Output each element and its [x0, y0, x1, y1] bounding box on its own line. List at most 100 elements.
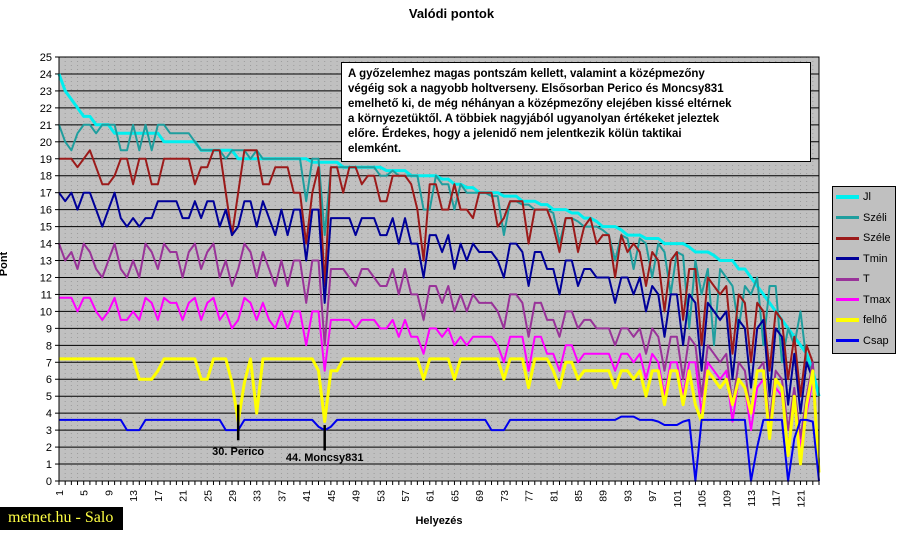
chart-title: Valódi pontok	[408, 6, 495, 21]
svg-text:11: 11	[41, 289, 52, 301]
x-axis: 1 5 9 13 17 21 25 29 33 37 41 45 49 53 57 61 65 69 73 77 81 8…	[54, 481, 820, 508]
series-line-Széle	[59, 149, 820, 473]
svg-text:1: 1	[54, 490, 66, 496]
svg-text:8: 8	[46, 340, 52, 352]
svg-text:14: 14	[40, 239, 52, 251]
svg-text:24: 24	[40, 69, 52, 81]
svg-text:9: 9	[103, 490, 115, 496]
svg-text:105: 105	[697, 490, 709, 508]
svg-text:9: 9	[46, 323, 52, 335]
legend-label: Széli	[863, 211, 887, 224]
legend-line-swatch	[836, 257, 859, 261]
svg-text:16: 16	[40, 205, 52, 217]
svg-text:10: 10	[40, 306, 52, 318]
series-line-T	[58, 242, 820, 473]
legend-label: Tmin	[863, 252, 888, 265]
legend-line-swatch	[836, 277, 859, 281]
svg-text:41: 41	[301, 490, 313, 502]
legend-line-swatch	[836, 318, 859, 323]
legend-item: Széle	[833, 228, 895, 249]
svg-text:1: 1	[46, 459, 52, 471]
svg-text:25: 25	[40, 52, 52, 64]
legend-line-swatch	[836, 236, 859, 240]
chart-legend: Jl Széli Széle Tmin T Tmax felhő Csap	[832, 186, 896, 354]
series-line-Széli	[58, 123, 820, 465]
svg-text:49: 49	[351, 490, 363, 502]
svg-text:13: 13	[128, 490, 140, 502]
svg-text:17: 17	[40, 188, 52, 200]
series-line-Tmax	[59, 296, 820, 473]
svg-text:18: 18	[40, 171, 52, 183]
svg-text:17: 17	[153, 490, 165, 502]
svg-text:97: 97	[647, 490, 659, 502]
legend-label: Széle	[863, 232, 891, 245]
svg-text:89: 89	[598, 490, 610, 502]
series-line-felhő	[59, 357, 821, 473]
legend-label: felhő	[863, 314, 887, 327]
svg-text:20: 20	[40, 137, 52, 149]
callout-label-perico: 30. Perico	[212, 446, 265, 458]
svg-text:21: 21	[178, 490, 190, 502]
svg-text:65: 65	[449, 490, 461, 502]
svg-text:0: 0	[46, 476, 52, 488]
svg-text:23: 23	[40, 86, 52, 98]
svg-text:29: 29	[227, 490, 239, 502]
legend-label: Csap	[863, 334, 889, 347]
svg-text:25: 25	[202, 490, 214, 502]
svg-text:53: 53	[375, 490, 387, 502]
svg-text:6: 6	[46, 374, 52, 386]
svg-text:13: 13	[40, 256, 52, 268]
svg-text:93: 93	[622, 490, 634, 502]
svg-text:77: 77	[524, 490, 536, 502]
callout-label-moncsy831: 44. Moncsy831	[285, 452, 364, 464]
svg-text:4: 4	[46, 408, 52, 420]
x-axis-title: Helyezés	[415, 515, 463, 527]
svg-text:21: 21	[40, 120, 52, 132]
svg-text:19: 19	[40, 154, 52, 166]
legend-line-swatch	[836, 216, 859, 220]
annotation-text-box: A győzelemhez magas pontszám kellett, va…	[341, 62, 811, 162]
svg-text:12: 12	[40, 272, 52, 284]
svg-text:15: 15	[40, 222, 52, 234]
svg-text:81: 81	[548, 490, 560, 502]
series-line-Jl	[57, 73, 821, 397]
svg-text:5: 5	[46, 391, 52, 403]
series-line-Tmin	[58, 191, 820, 465]
legend-label: T	[863, 273, 870, 286]
legend-line-swatch	[836, 195, 859, 200]
svg-text:33: 33	[252, 490, 264, 502]
svg-text:45: 45	[326, 490, 338, 502]
legend-item: Jl	[833, 187, 895, 208]
svg-text:3: 3	[46, 425, 52, 437]
plot-border	[58, 56, 820, 482]
svg-text:117: 117	[771, 490, 783, 507]
svg-text:101: 101	[672, 490, 684, 508]
legend-item: Csap	[833, 331, 895, 352]
legend-label: Jl	[863, 191, 871, 204]
legend-item: T	[833, 269, 895, 290]
svg-text:69: 69	[474, 490, 486, 502]
svg-text:61: 61	[425, 490, 437, 502]
legend-item: Tmin	[833, 249, 895, 270]
svg-text:7: 7	[46, 357, 52, 369]
watermark: metnet.hu - Salo	[0, 507, 124, 530]
svg-text:109: 109	[721, 490, 733, 508]
svg-text:5: 5	[79, 490, 91, 496]
svg-text:37: 37	[276, 490, 288, 502]
legend-line-swatch	[836, 298, 859, 302]
svg-text:113: 113	[746, 490, 758, 507]
legend-line-swatch	[836, 339, 859, 343]
legend-item: Tmax	[833, 290, 895, 311]
svg-text:73: 73	[499, 490, 511, 502]
y-axis-title: Pont	[0, 251, 11, 277]
series-line-Csap	[59, 415, 820, 482]
svg-text:121: 121	[795, 490, 807, 508]
legend-item: Széli	[833, 208, 895, 229]
svg-text:22: 22	[40, 103, 52, 115]
svg-text:2: 2	[46, 442, 52, 454]
svg-text:57: 57	[400, 490, 412, 502]
legend-item: felhő	[833, 310, 895, 331]
svg-text:85: 85	[573, 490, 585, 502]
